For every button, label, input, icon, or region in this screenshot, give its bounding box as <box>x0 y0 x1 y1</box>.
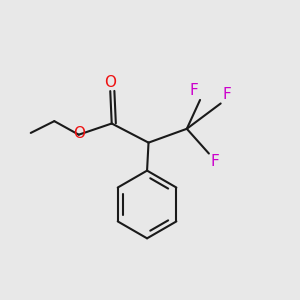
Text: F: F <box>222 87 231 102</box>
Text: O: O <box>73 126 85 141</box>
Text: F: F <box>210 154 219 169</box>
Text: F: F <box>190 83 199 98</box>
Text: O: O <box>104 75 116 90</box>
